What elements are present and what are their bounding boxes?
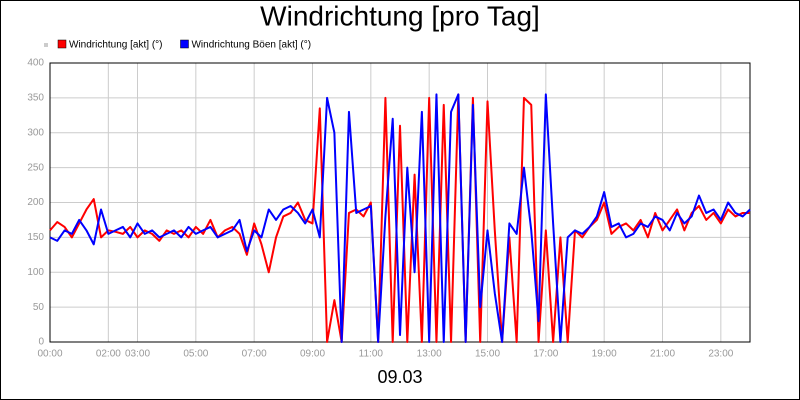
y-tick-label: 50 bbox=[33, 302, 45, 313]
x-tick-label: 07:00 bbox=[242, 349, 267, 360]
y-tick-label: 250 bbox=[27, 162, 44, 173]
y-tick-label: 400 bbox=[27, 58, 44, 69]
series-line bbox=[49, 93, 751, 343]
x-tick-label: 19:00 bbox=[592, 349, 617, 360]
y-tick-label: 150 bbox=[27, 232, 44, 243]
x-tick-label: 02:00 bbox=[96, 349, 121, 360]
chart-title: Windrichtung [pro Tag] bbox=[260, 0, 540, 31]
legend-label: Windrichtung Böen [akt] (°) bbox=[191, 40, 311, 51]
legend-swatch bbox=[180, 39, 189, 49]
y-tick-label: 100 bbox=[27, 267, 44, 278]
x-tick-label: 05:00 bbox=[183, 349, 208, 360]
y-tick-label: 200 bbox=[27, 197, 44, 208]
x-tick-label: 13:00 bbox=[417, 349, 442, 360]
x-tick-label: 11:00 bbox=[359, 349, 384, 360]
x-axis-label: 09.03 bbox=[377, 367, 422, 387]
y-tick-label: 300 bbox=[27, 127, 44, 138]
legend-label: Windrichtung [akt] (°) bbox=[69, 40, 162, 51]
x-tick-label: 00:00 bbox=[37, 349, 62, 360]
x-tick-label: 17:00 bbox=[533, 349, 558, 360]
legend-marker bbox=[44, 43, 48, 47]
legend-swatch bbox=[57, 39, 67, 49]
x-tick-label: 21:00 bbox=[650, 349, 675, 360]
x-tick-label: 15:00 bbox=[475, 349, 500, 360]
y-tick-label: 350 bbox=[27, 93, 44, 104]
x-tick-label: 09:00 bbox=[300, 349, 325, 360]
plot-border bbox=[49, 62, 751, 343]
series-line bbox=[49, 93, 750, 343]
x-tick-label: 03:00 bbox=[125, 349, 150, 360]
x-tick-label: 23:00 bbox=[708, 349, 733, 360]
y-tick-label: 0 bbox=[38, 337, 44, 348]
